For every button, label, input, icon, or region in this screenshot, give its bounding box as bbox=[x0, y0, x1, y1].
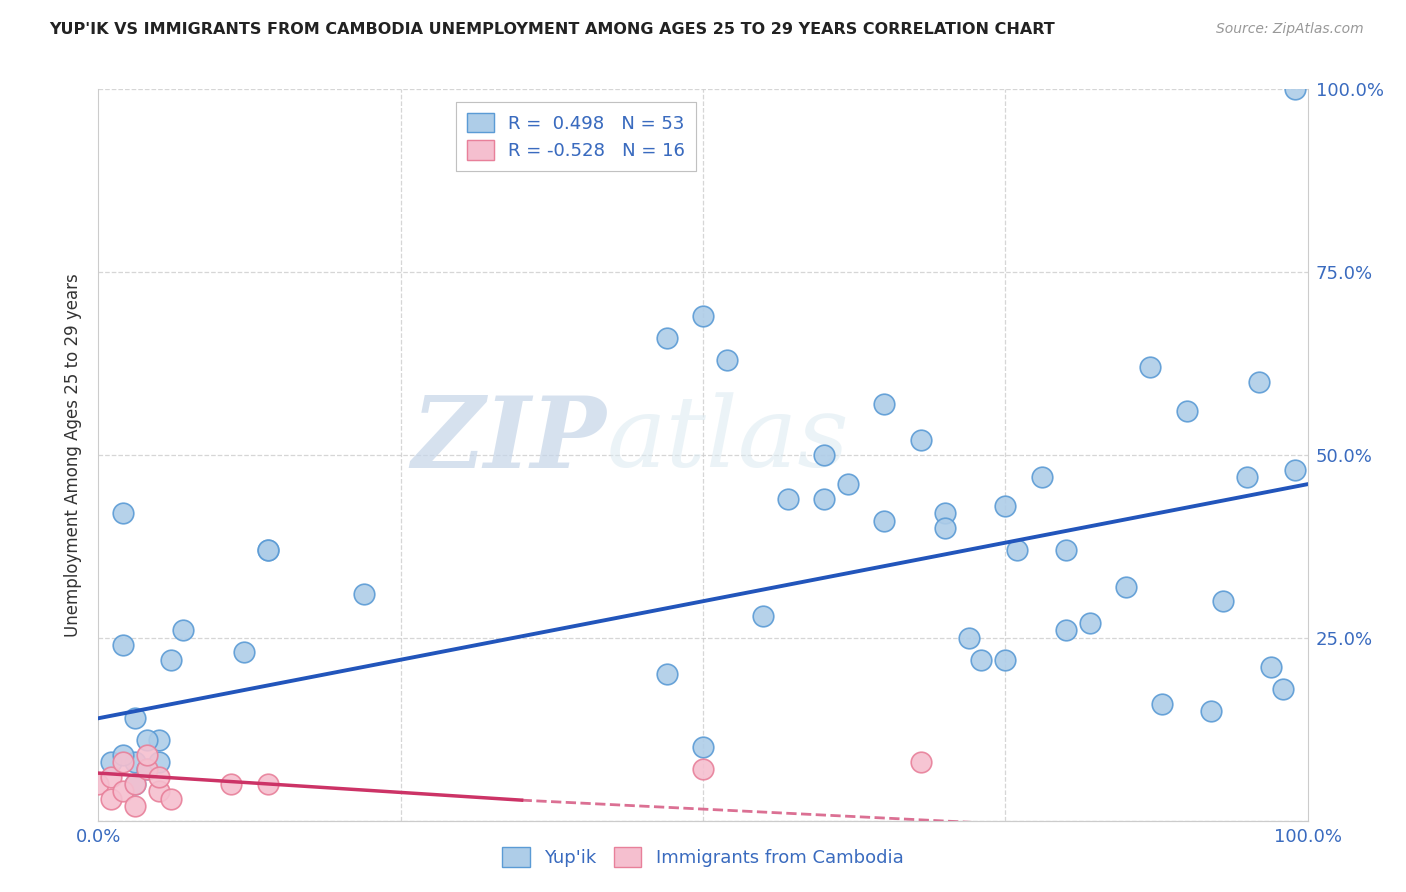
Legend: Yup'ik, Immigrants from Cambodia: Yup'ik, Immigrants from Cambodia bbox=[495, 839, 911, 874]
Point bbox=[776, 491, 799, 506]
Point bbox=[1007, 543, 1029, 558]
Point bbox=[994, 653, 1017, 667]
Point bbox=[934, 507, 956, 521]
Point bbox=[1260, 660, 1282, 674]
Point bbox=[692, 309, 714, 323]
Point bbox=[910, 434, 932, 448]
Point bbox=[148, 733, 170, 747]
Point bbox=[124, 777, 146, 791]
Point bbox=[873, 514, 896, 528]
Point bbox=[172, 624, 194, 638]
Point bbox=[160, 791, 183, 805]
Legend: R =  0.498   N = 53, R = -0.528   N = 16: R = 0.498 N = 53, R = -0.528 N = 16 bbox=[456, 102, 696, 170]
Text: atlas: atlas bbox=[606, 392, 849, 488]
Point bbox=[353, 587, 375, 601]
Point bbox=[100, 755, 122, 769]
Text: YUP'IK VS IMMIGRANTS FROM CAMBODIA UNEMPLOYMENT AMONG AGES 25 TO 29 YEARS CORREL: YUP'IK VS IMMIGRANTS FROM CAMBODIA UNEMP… bbox=[49, 22, 1054, 37]
Point bbox=[256, 543, 278, 558]
Point bbox=[716, 352, 738, 367]
Point bbox=[873, 397, 896, 411]
Point bbox=[124, 799, 146, 814]
Point bbox=[256, 777, 278, 791]
Point bbox=[813, 491, 835, 506]
Point bbox=[957, 631, 980, 645]
Point bbox=[232, 645, 254, 659]
Point bbox=[111, 507, 134, 521]
Point bbox=[100, 770, 122, 784]
Point bbox=[837, 477, 859, 491]
Point bbox=[692, 763, 714, 777]
Point bbox=[655, 667, 678, 681]
Point bbox=[970, 653, 993, 667]
Point bbox=[1284, 462, 1306, 476]
Point bbox=[111, 755, 134, 769]
Point bbox=[135, 733, 157, 747]
Point bbox=[1152, 697, 1174, 711]
Text: ZIP: ZIP bbox=[412, 392, 606, 489]
Point bbox=[1249, 375, 1271, 389]
Point bbox=[1054, 543, 1077, 558]
Point bbox=[135, 763, 157, 777]
Point bbox=[124, 711, 146, 725]
Point bbox=[135, 763, 157, 777]
Point bbox=[994, 499, 1017, 513]
Point bbox=[87, 777, 110, 791]
Point bbox=[934, 521, 956, 535]
Point bbox=[910, 755, 932, 769]
Point bbox=[111, 747, 134, 762]
Point bbox=[1236, 470, 1258, 484]
Point bbox=[752, 608, 775, 623]
Point bbox=[124, 777, 146, 791]
Point bbox=[1078, 616, 1101, 631]
Point bbox=[100, 791, 122, 805]
Point bbox=[1139, 360, 1161, 375]
Point bbox=[111, 638, 134, 652]
Y-axis label: Unemployment Among Ages 25 to 29 years: Unemployment Among Ages 25 to 29 years bbox=[65, 273, 83, 637]
Point bbox=[813, 448, 835, 462]
Point bbox=[148, 784, 170, 798]
Point bbox=[1284, 82, 1306, 96]
Point bbox=[1175, 404, 1198, 418]
Point bbox=[1031, 470, 1053, 484]
Point bbox=[256, 543, 278, 558]
Point bbox=[124, 755, 146, 769]
Point bbox=[111, 784, 134, 798]
Point bbox=[1115, 580, 1137, 594]
Point bbox=[135, 747, 157, 762]
Point bbox=[1272, 681, 1295, 696]
Point bbox=[1212, 594, 1234, 608]
Point bbox=[160, 653, 183, 667]
Point bbox=[655, 331, 678, 345]
Point bbox=[148, 755, 170, 769]
Point bbox=[692, 740, 714, 755]
Point bbox=[1199, 704, 1222, 718]
Point bbox=[221, 777, 243, 791]
Point bbox=[1054, 624, 1077, 638]
Text: Source: ZipAtlas.com: Source: ZipAtlas.com bbox=[1216, 22, 1364, 37]
Point bbox=[148, 770, 170, 784]
